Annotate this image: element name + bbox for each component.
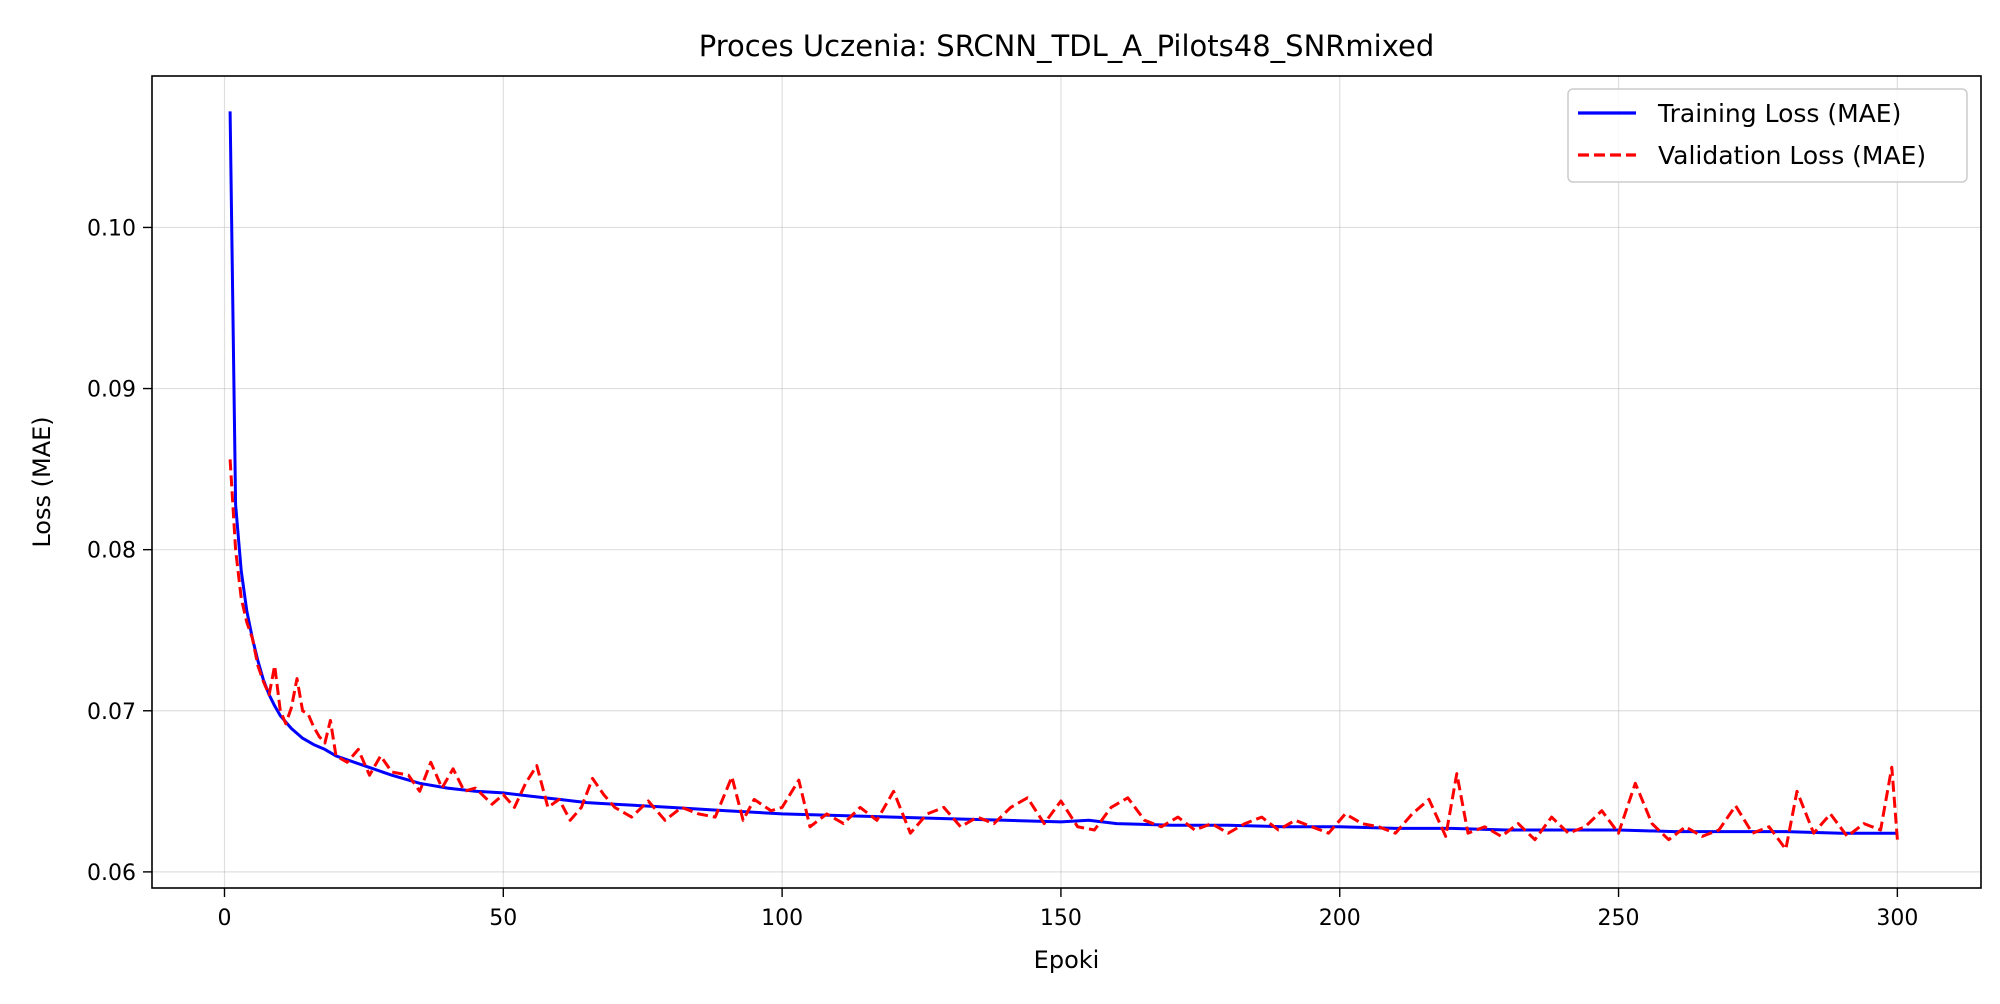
x-tick-label: 250 — [1598, 906, 1640, 931]
plot-frame — [151, 75, 1982, 889]
legend-box — [1567, 88, 1968, 183]
x-tick-label: 150 — [1040, 906, 1082, 931]
x-tick-label: 300 — [1876, 906, 1918, 931]
x-axis-label: Epoki — [1034, 946, 1100, 974]
training-loss-line — [228, 111, 1898, 835]
y-tick-label: 0.07 — [87, 700, 136, 725]
x-tick-label: 50 — [489, 906, 517, 931]
x-tick-label: 100 — [761, 906, 803, 931]
validation-loss-line — [228, 459, 1899, 851]
y-tick-label: 0.10 — [87, 216, 136, 241]
chart-title: Proces Uczenia: SRCNN_TDL_A_Pilots48_SNR… — [699, 29, 1435, 63]
series-lines — [228, 111, 1899, 851]
y-tick-label: 0.08 — [87, 539, 136, 564]
y-axis-label: Loss (MAE) — [28, 416, 56, 547]
legend-label-validation: Validation Loss (MAE) — [1658, 141, 1926, 170]
grid-lines — [152, 76, 1981, 888]
y-tick-label: 0.06 — [87, 861, 136, 886]
legend-label-training: Training Loss (MAE) — [1657, 99, 1901, 128]
axis-ticks: 0 50 100 150 200 250 300 0.06 0.07 0.08 0.09 0.10 — [87, 216, 1918, 931]
y-tick-label: 0.09 — [87, 378, 136, 403]
legend: Training Loss (MAE) Validation Loss (MAE… — [1567, 88, 1968, 183]
x-tick-label: 200 — [1319, 906, 1361, 931]
x-tick-label: 0 — [217, 906, 231, 931]
